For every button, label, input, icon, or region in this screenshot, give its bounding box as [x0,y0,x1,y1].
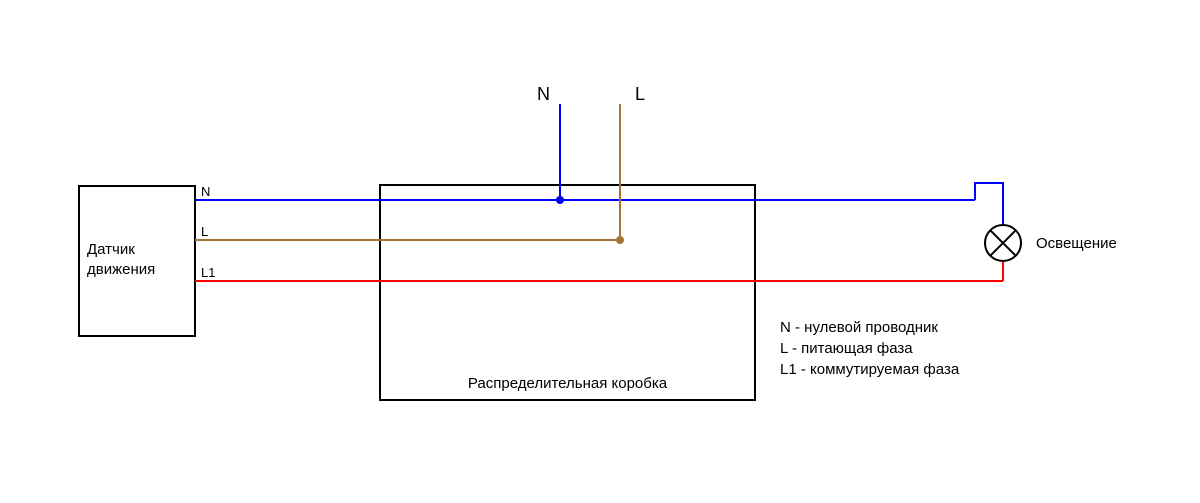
lamp-icon [985,225,1021,261]
junction-dot-l [616,236,624,244]
junction-box [380,185,755,400]
label-n-small: N [201,184,210,199]
sensor-label-line2: движения [87,261,155,278]
legend-line-1: N - нулевой проводник [780,319,938,336]
legend-line-3: L1 - коммутируемая фаза [780,361,960,378]
label-l-main: L [635,84,645,104]
junction-dot-n [556,196,564,204]
sensor-label-line1: Датчик [87,241,135,258]
label-n-main: N [537,84,550,104]
label-l1-small: L1 [201,265,215,280]
label-l-small: L [201,224,208,239]
legend-line-2: L - питающая фаза [780,340,913,357]
lamp-label: Освещение [1036,235,1117,252]
junction-box-label: Распределительная коробка [468,375,668,392]
wire-n-lamp-hook [975,183,1003,225]
